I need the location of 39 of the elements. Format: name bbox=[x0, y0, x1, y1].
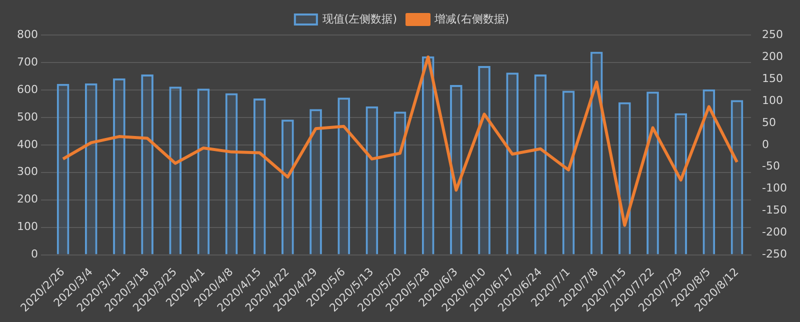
y2-tick-label: -150 bbox=[762, 204, 788, 217]
y-tick-label: 300 bbox=[16, 165, 38, 178]
y2-tick-label: -50 bbox=[762, 160, 780, 173]
legend-label: 增减(右侧数据) bbox=[434, 12, 510, 26]
y-tick-label: 0 bbox=[30, 248, 38, 261]
y2-tick-label: 200 bbox=[762, 50, 784, 63]
y2-tick-label: 150 bbox=[762, 72, 784, 85]
bar bbox=[730, 100, 744, 254]
bar bbox=[562, 90, 575, 254]
y2-tick-label: 100 bbox=[762, 94, 784, 107]
y-tick-label: 400 bbox=[16, 138, 38, 151]
bar bbox=[56, 84, 70, 254]
bar bbox=[141, 74, 154, 254]
bar bbox=[534, 74, 547, 254]
bar bbox=[338, 98, 350, 254]
bar bbox=[113, 78, 126, 254]
bar bbox=[366, 106, 378, 254]
y2-tick-label: 250 bbox=[762, 28, 784, 41]
y-tick-label: 500 bbox=[16, 110, 38, 124]
y-tick-label: 700 bbox=[16, 55, 38, 68]
bar bbox=[310, 109, 322, 254]
bar bbox=[478, 66, 490, 254]
bar bbox=[282, 120, 294, 254]
bar bbox=[197, 88, 210, 254]
bar bbox=[506, 72, 519, 254]
bar bbox=[84, 83, 98, 254]
y-tick-label: 800 bbox=[16, 28, 38, 41]
y2-tick-label: -200 bbox=[762, 226, 788, 239]
y2-tick-label: -250 bbox=[762, 248, 788, 261]
bar bbox=[225, 93, 238, 254]
legend-label: 现值(左侧数据) bbox=[322, 12, 398, 26]
y-tick-label: 600 bbox=[16, 82, 38, 96]
y2-tick-label: 50 bbox=[762, 116, 776, 129]
bar bbox=[169, 86, 182, 254]
y-tick-label: 100 bbox=[16, 220, 38, 234]
bar bbox=[253, 98, 266, 254]
y2-tick-label: -100 bbox=[762, 182, 788, 195]
y-tick-label: 200 bbox=[16, 192, 38, 206]
y2-tick-label: 0 bbox=[762, 138, 770, 151]
